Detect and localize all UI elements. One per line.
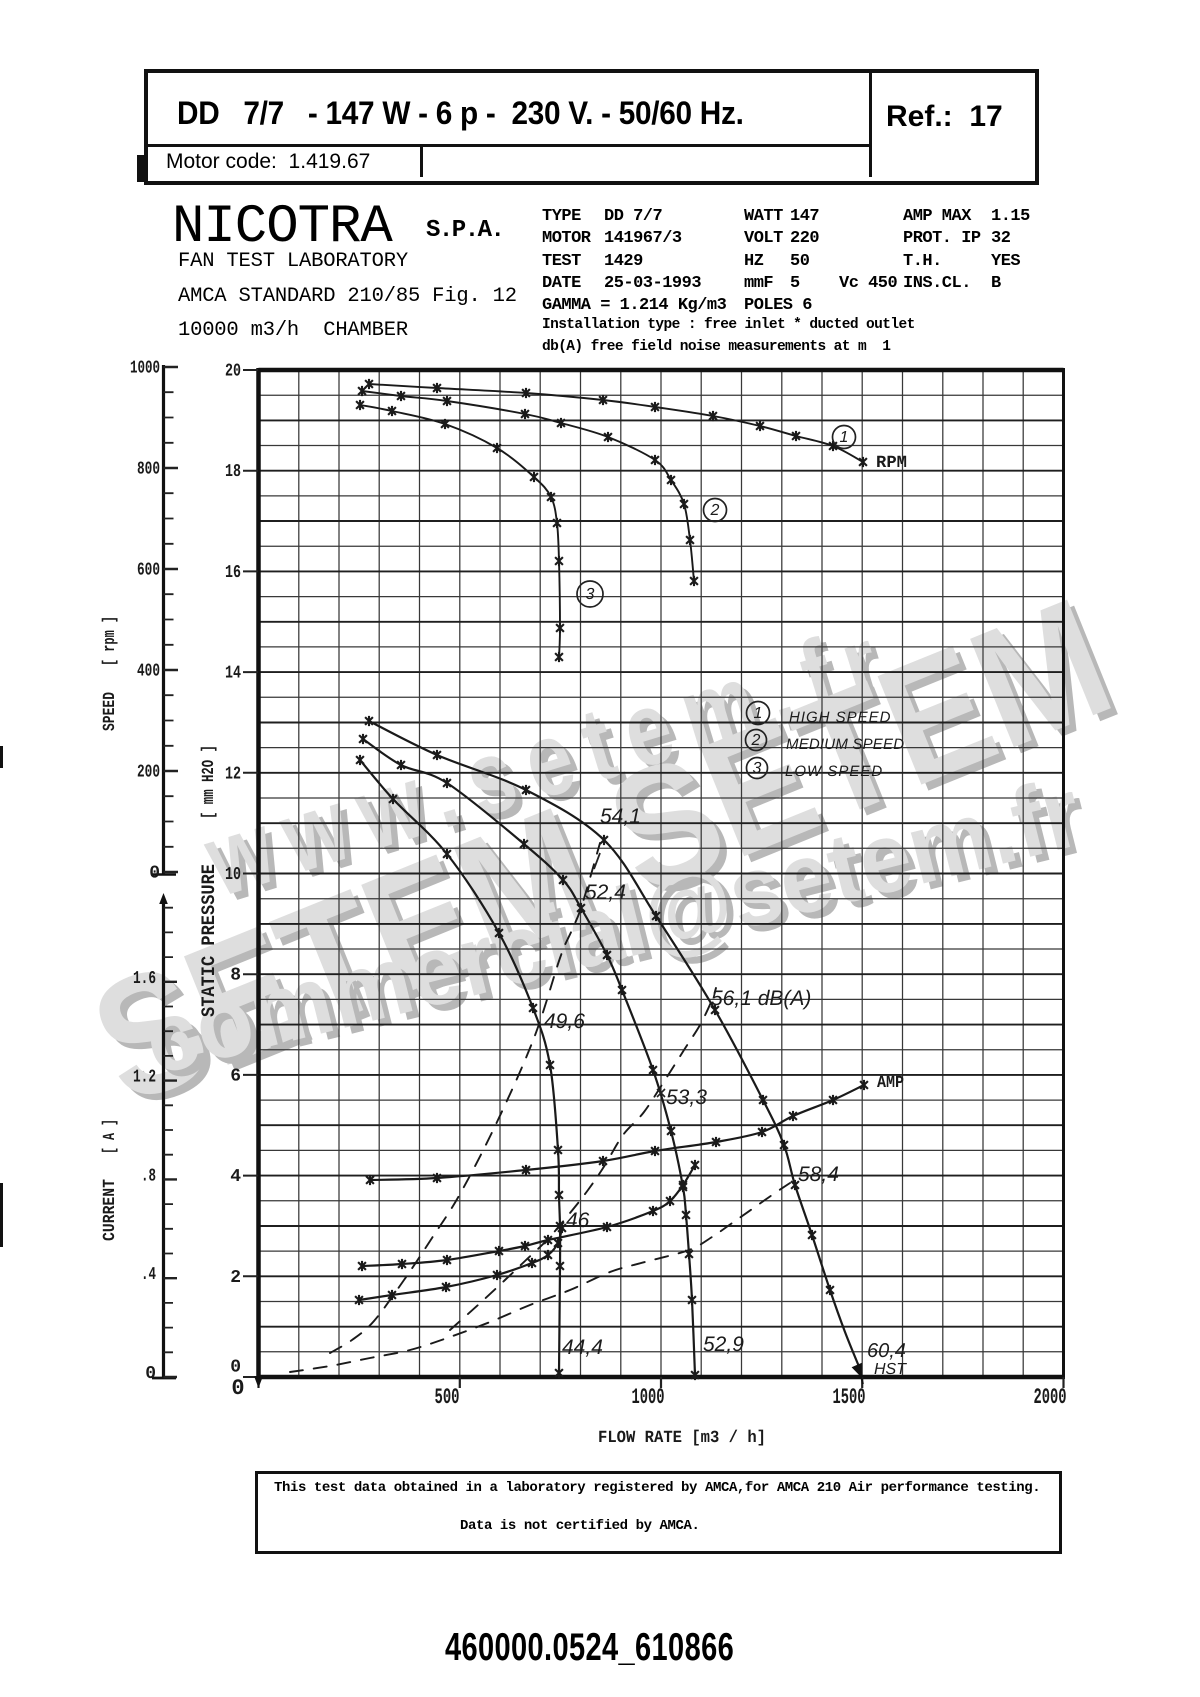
svg-text:49,6: 49,6 <box>544 1010 585 1033</box>
svg-text:[ mm H2O ]: [ mm H2O ] <box>200 745 219 819</box>
svg-text:FLOW RATE [m3 / h]: FLOW RATE [m3 / h] <box>598 1429 766 1448</box>
svg-text:0: 0 <box>145 1364 156 1384</box>
svg-text:14: 14 <box>225 664 241 684</box>
svg-text:.4: .4 <box>141 1265 156 1285</box>
svg-text:52,4: 52,4 <box>585 881 626 904</box>
svg-text:MEDIUM SPEED: MEDIUM SPEED <box>786 736 904 753</box>
svg-text:400: 400 <box>137 662 160 682</box>
svg-text:3: 3 <box>586 586 595 603</box>
svg-text:HST: HST <box>874 1361 907 1378</box>
svg-text:AMP: AMP <box>877 1074 904 1093</box>
svg-text:2: 2 <box>710 502 720 519</box>
svg-text:1500: 1500 <box>833 1385 866 1410</box>
svg-text:10: 10 <box>225 865 241 885</box>
svg-text:6: 6 <box>230 1066 241 1086</box>
svg-text:8: 8 <box>230 966 241 986</box>
svg-text:0: 0 <box>149 864 160 884</box>
svg-text:CURRENT: CURRENT <box>101 1179 120 1241</box>
svg-text:16: 16 <box>225 563 241 583</box>
svg-text:2000: 2000 <box>1034 1385 1067 1410</box>
svg-text:HIGH SPEED: HIGH SPEED <box>789 709 892 726</box>
svg-text:2: 2 <box>230 1268 241 1288</box>
svg-text:1.6: 1.6 <box>133 969 156 989</box>
svg-text:46: 46 <box>566 1209 590 1232</box>
svg-text:3: 3 <box>753 760 762 777</box>
svg-text:.8: .8 <box>141 1166 156 1186</box>
svg-text:[ A ]: [ A ] <box>101 1119 120 1154</box>
svg-text:12: 12 <box>225 764 241 784</box>
svg-text:58,4: 58,4 <box>798 1163 839 1186</box>
svg-text:800: 800 <box>137 460 160 480</box>
svg-text:52,9: 52,9 <box>703 1333 744 1356</box>
svg-text:18: 18 <box>225 462 241 482</box>
svg-text:1000: 1000 <box>130 359 160 379</box>
svg-text:RPM: RPM <box>876 454 907 473</box>
svg-text:600: 600 <box>137 561 160 581</box>
svg-text:1.2: 1.2 <box>133 1068 156 1088</box>
svg-text:60,4: 60,4 <box>867 1340 906 1362</box>
svg-text:54,1: 54,1 <box>600 805 641 828</box>
svg-text:SPEED: SPEED <box>101 692 120 731</box>
svg-text:44,4: 44,4 <box>562 1336 603 1359</box>
svg-text:500: 500 <box>435 1385 460 1410</box>
svg-text:STATIC PRESSURE: STATIC PRESSURE <box>198 864 220 1017</box>
svg-text:20: 20 <box>225 362 241 382</box>
svg-text:200: 200 <box>137 763 160 783</box>
svg-text:53,3: 53,3 <box>666 1086 707 1109</box>
svg-text:1: 1 <box>840 429 849 446</box>
svg-text:0: 0 <box>231 1376 244 1401</box>
svg-text:2: 2 <box>751 732 761 749</box>
svg-text:[ rpm ]: [ rpm ] <box>101 616 120 666</box>
svg-text:1000: 1000 <box>632 1385 665 1410</box>
svg-text:0: 0 <box>230 1358 241 1378</box>
svg-text:56,1 dB(A): 56,1 dB(A) <box>711 987 811 1010</box>
svg-text:4: 4 <box>230 1167 241 1187</box>
svg-text:LOW SPEED: LOW SPEED <box>785 763 883 780</box>
svg-text:1: 1 <box>754 705 763 722</box>
